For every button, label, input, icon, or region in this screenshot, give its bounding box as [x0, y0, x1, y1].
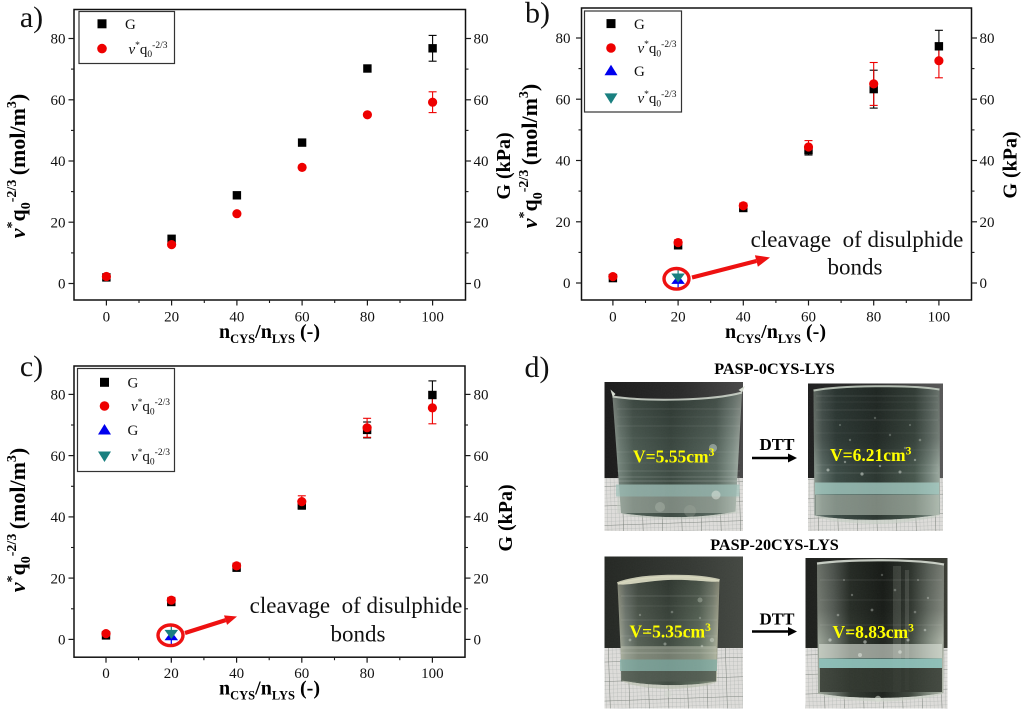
svg-text:G: G	[634, 64, 645, 80]
svg-text:20: 20	[980, 215, 995, 231]
svg-text:0: 0	[58, 633, 66, 649]
svg-text:a): a)	[20, 1, 43, 34]
svg-text:40: 40	[474, 510, 489, 526]
svg-text:PASP-20CYS-LYS: PASP-20CYS-LYS	[710, 536, 839, 554]
svg-text:V=6.21cm3: V=6.21cm3	[830, 445, 912, 465]
svg-text:40: 40	[229, 309, 244, 325]
svg-text:ν*q0-2/3: ν*q0-2/3	[131, 398, 170, 417]
svg-text:0: 0	[609, 309, 617, 325]
svg-text:60: 60	[556, 93, 571, 109]
svg-text:80: 80	[51, 388, 66, 404]
svg-text:ν*q0-2/3: ν*q0-2/3	[129, 41, 168, 60]
svg-text:100: 100	[421, 666, 444, 682]
svg-text:c): c)	[20, 350, 43, 383]
svg-text:80: 80	[51, 32, 66, 48]
svg-text:G: G	[125, 17, 136, 33]
svg-text:20: 20	[51, 571, 66, 587]
svg-text:40: 40	[556, 154, 571, 170]
svg-text:G: G	[634, 17, 645, 33]
svg-text:0: 0	[102, 666, 110, 682]
svg-text:40: 40	[51, 510, 66, 526]
svg-text:bonds: bonds	[331, 621, 386, 646]
svg-text:G: G	[128, 376, 139, 392]
svg-text:20: 20	[474, 215, 489, 231]
svg-text:0: 0	[103, 309, 111, 325]
svg-text:ν*q0-2/3: ν*q0-2/3	[131, 448, 170, 467]
svg-text:bonds: bonds	[828, 255, 883, 280]
svg-text:40: 40	[229, 666, 244, 682]
svg-text:20: 20	[164, 666, 179, 682]
svg-text:80: 80	[474, 388, 489, 404]
svg-text:G (kPa): G (kPa)	[493, 132, 515, 199]
svg-text:20: 20	[164, 309, 179, 325]
svg-text:0: 0	[474, 633, 482, 649]
svg-text:80: 80	[556, 31, 571, 47]
svg-text:0: 0	[980, 276, 988, 292]
svg-text:80: 80	[474, 32, 489, 48]
svg-text:G: G	[128, 423, 139, 439]
svg-text:20: 20	[51, 215, 66, 231]
svg-text:ν*q0-2/3 (mol/m3): ν*q0-2/3 (mol/m3)	[5, 448, 34, 593]
svg-text:60: 60	[51, 93, 66, 109]
svg-text:80: 80	[866, 309, 881, 325]
svg-text:40: 40	[51, 154, 66, 170]
svg-text:20: 20	[671, 309, 686, 325]
svg-text:ν*q0-2/3: ν*q0-2/3	[638, 90, 677, 109]
svg-text:20: 20	[556, 215, 571, 231]
svg-text:40: 40	[980, 154, 995, 170]
svg-text:60: 60	[801, 309, 816, 325]
svg-text:ν*q0-2/3: ν*q0-2/3	[638, 40, 677, 59]
svg-text:40: 40	[474, 154, 489, 170]
svg-text:0: 0	[563, 276, 571, 292]
svg-text:V=8.83cm3: V=8.83cm3	[833, 622, 915, 642]
svg-text:DTT: DTT	[760, 435, 796, 454]
svg-text:80: 80	[360, 666, 375, 682]
svg-text:80: 80	[980, 31, 995, 47]
svg-text:G (kPa): G (kPa)	[495, 484, 517, 551]
svg-text:V=5.35cm3: V=5.35cm3	[630, 622, 712, 642]
svg-text:DTT: DTT	[760, 610, 796, 629]
svg-text:0: 0	[474, 277, 482, 293]
svg-text:100: 100	[928, 309, 951, 325]
svg-text:60: 60	[51, 449, 66, 465]
svg-text:d): d)	[525, 351, 550, 384]
svg-text:80: 80	[360, 309, 375, 325]
svg-text:b): b)	[525, 0, 550, 30]
svg-text:20: 20	[474, 571, 489, 587]
svg-text:cleavage of disulphide: cleavage of disulphide	[751, 227, 964, 252]
svg-text:60: 60	[474, 93, 489, 109]
svg-text:G (kPa): G (kPa)	[1000, 131, 1022, 198]
svg-text:40: 40	[736, 309, 751, 325]
svg-text:60: 60	[295, 309, 310, 325]
svg-text:60: 60	[294, 666, 309, 682]
svg-text:60: 60	[980, 93, 995, 109]
svg-text:cleavage of disulphide: cleavage of disulphide	[250, 593, 463, 618]
svg-text:PASP-0CYS-LYS: PASP-0CYS-LYS	[714, 360, 835, 378]
svg-text:60: 60	[474, 449, 489, 465]
svg-text:0: 0	[58, 277, 66, 293]
svg-text:ν*q0-2/3 (mol/m3): ν*q0-2/3 (mol/m3)	[517, 84, 546, 229]
svg-text:100: 100	[421, 309, 444, 325]
svg-text:ν*q0-2/3 (mol/m3): ν*q0-2/3 (mol/m3)	[5, 94, 34, 239]
svg-text:V=5.55cm3: V=5.55cm3	[633, 447, 715, 467]
